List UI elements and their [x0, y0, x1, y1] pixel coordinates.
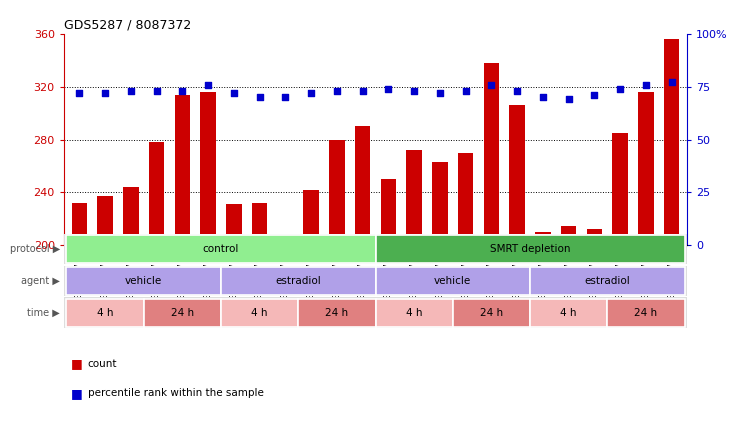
Bar	[123, 187, 138, 245]
Point	[202, 81, 214, 88]
Bar	[453, 299, 530, 327]
Text: 24 h: 24 h	[325, 308, 348, 318]
Bar	[71, 203, 87, 245]
Point	[279, 94, 291, 101]
Bar	[149, 142, 164, 245]
Bar	[484, 63, 499, 245]
Point	[305, 90, 317, 96]
Text: 4 h: 4 h	[97, 308, 113, 318]
Bar	[530, 299, 608, 327]
Bar	[376, 235, 685, 263]
Point	[254, 94, 266, 101]
Point	[485, 81, 497, 88]
Bar	[530, 267, 685, 295]
Point	[562, 96, 575, 103]
Bar	[143, 299, 221, 327]
Bar	[303, 190, 319, 245]
Bar	[221, 267, 376, 295]
Bar	[252, 203, 267, 245]
Text: 24 h: 24 h	[170, 308, 194, 318]
Point	[176, 88, 189, 94]
Text: percentile rank within the sample: percentile rank within the sample	[88, 388, 264, 398]
Point	[640, 81, 652, 88]
Bar	[66, 299, 143, 327]
Point	[125, 88, 137, 94]
Text: vehicle: vehicle	[125, 276, 162, 286]
Bar	[221, 299, 298, 327]
Point	[150, 88, 162, 94]
Bar	[509, 105, 525, 245]
Bar	[66, 235, 376, 263]
Bar	[613, 133, 628, 245]
Point	[665, 79, 677, 86]
Text: count: count	[88, 359, 117, 369]
Point	[434, 90, 446, 96]
Text: estradiol: estradiol	[276, 276, 321, 286]
Point	[511, 88, 523, 94]
Point	[357, 88, 369, 94]
Text: estradiol: estradiol	[584, 276, 630, 286]
Text: 24 h: 24 h	[480, 308, 503, 318]
Point	[74, 90, 86, 96]
Point	[99, 90, 111, 96]
Point	[589, 92, 601, 99]
Bar	[638, 92, 653, 245]
Text: 4 h: 4 h	[252, 308, 268, 318]
Bar	[587, 229, 602, 245]
Bar	[329, 140, 345, 245]
Bar	[406, 150, 422, 245]
Text: protocol ▶: protocol ▶	[10, 244, 60, 254]
Text: ■: ■	[71, 387, 87, 400]
Text: agent ▶: agent ▶	[21, 276, 60, 286]
Bar	[432, 162, 448, 245]
Text: GDS5287 / 8087372: GDS5287 / 8087372	[64, 18, 191, 31]
Bar	[98, 196, 113, 245]
Bar	[376, 299, 453, 327]
Point	[331, 88, 343, 94]
Bar	[355, 126, 370, 245]
Bar	[608, 299, 685, 327]
Point	[460, 88, 472, 94]
Bar	[298, 299, 376, 327]
Bar	[376, 267, 530, 295]
Bar	[226, 204, 242, 245]
Text: vehicle: vehicle	[434, 276, 472, 286]
Text: time ▶: time ▶	[27, 308, 60, 318]
Text: control: control	[203, 244, 239, 254]
Bar	[174, 95, 190, 245]
Text: 24 h: 24 h	[635, 308, 658, 318]
Bar	[561, 225, 577, 245]
Text: 4 h: 4 h	[406, 308, 422, 318]
Text: ■: ■	[71, 357, 87, 370]
Bar	[278, 235, 293, 245]
Point	[228, 90, 240, 96]
Text: 4 h: 4 h	[560, 308, 577, 318]
Text: SMRT depletion: SMRT depletion	[490, 244, 570, 254]
Bar	[66, 267, 221, 295]
Bar	[458, 153, 473, 245]
Point	[408, 88, 420, 94]
Bar	[535, 232, 550, 245]
Point	[537, 94, 549, 101]
Point	[382, 85, 394, 92]
Bar	[201, 92, 216, 245]
Bar	[664, 39, 680, 245]
Point	[614, 85, 626, 92]
Bar	[381, 179, 396, 245]
